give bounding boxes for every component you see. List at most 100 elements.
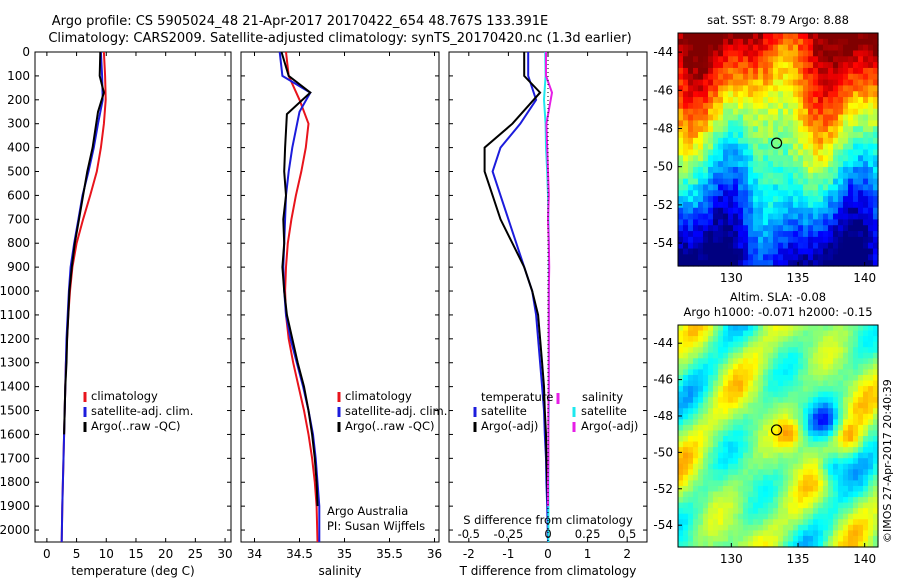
legend-title-salinity: salinity <box>582 390 623 404</box>
legend-label: Argo(..raw -QC) <box>91 419 181 433</box>
y-tick-label: 1200 <box>0 332 30 346</box>
x-tick-label: 35 <box>337 547 352 561</box>
map-x-tick-label: 135 <box>787 552 810 566</box>
credit-line-2: PI: Susan Wijffels <box>327 519 425 533</box>
y-tick-label: 1800 <box>0 475 30 489</box>
argo-position-marker <box>770 137 783 149</box>
x-tick-label: 36 <box>427 547 442 561</box>
x-tick-label: -1 <box>502 547 514 561</box>
sla-map: -44 -46 -48 -50 -52 -54 130 135 140 Altim. SLA: -… <box>653 290 894 566</box>
s-tick-label: 0 <box>544 527 551 541</box>
y-tick-label: 1000 <box>0 284 30 298</box>
x-tick-label: 1 <box>584 547 592 561</box>
map-frame <box>677 324 879 548</box>
series-line-magenta <box>545 52 554 507</box>
argo-position-marker <box>770 424 783 436</box>
difference-panel: -2 -1 0 1 2 T difference from climatology -0.5… <box>448 51 648 578</box>
y-tick-label: 300 <box>7 117 30 131</box>
map-y-tick-label: -44 <box>653 336 673 350</box>
y-tick-label: 500 <box>7 165 30 179</box>
y-tick-label: 800 <box>7 236 30 250</box>
y-tick-label: 2000 <box>0 523 30 537</box>
map-title: Argo h1000: -0.071 h2000: -0.15 <box>683 305 872 319</box>
x-axis-label: salinity <box>318 564 361 578</box>
x-tick-label: 0 <box>43 547 51 561</box>
map-y-tick-label: -50 <box>653 445 673 459</box>
y-tick-label: 1400 <box>0 380 30 394</box>
map-y-tick-label: -48 <box>653 121 673 135</box>
map-x-tick-label: 130 <box>720 552 743 566</box>
y-tick-label: 0 <box>22 45 30 59</box>
y-tick-label: 400 <box>7 141 30 155</box>
x-tick-label: 5 <box>73 547 81 561</box>
temperature-panel: 0100200300400500600700800900100011001200… <box>0 45 233 578</box>
map-y-tick-label: -52 <box>653 482 673 496</box>
credit-line-1: Argo Australia <box>327 504 408 518</box>
map-x-tick-label: 135 <box>787 271 810 285</box>
map-y-tick-label: -46 <box>653 83 673 97</box>
x-tick-label: -2 <box>463 547 475 561</box>
legend-label: Argo(..raw -QC) <box>345 419 435 433</box>
x-tick-label: 35.5 <box>376 547 403 561</box>
s-tick-label: 0.5 <box>618 527 636 541</box>
header-line-1: Argo profile: CS 5905024_48 21-Apr-2017 … <box>52 14 548 29</box>
series-line-black <box>63 51 105 435</box>
map-y-tick-label: -44 <box>653 45 673 59</box>
map-image <box>678 325 879 548</box>
map-title: Altim. SLA: -0.08 <box>730 290 826 304</box>
map-frame <box>677 32 879 267</box>
map-y-tick-label: -54 <box>653 236 673 250</box>
x-tick-label: 30 <box>217 547 232 561</box>
legend-label: Argo(-adj) <box>481 419 538 433</box>
legend-label: satellite <box>581 404 627 418</box>
x-axis-label: T difference from climatology <box>459 564 637 578</box>
map-y-tick-label: -52 <box>653 198 673 212</box>
s-tick-label: -0.5 <box>458 527 480 541</box>
legend-label: satellite <box>481 404 527 418</box>
legend-label: Argo(-adj) <box>581 419 638 433</box>
y-tick-label: 700 <box>7 212 30 226</box>
x-tick-label: 10 <box>99 547 114 561</box>
s-tick-label: 0.25 <box>575 527 601 541</box>
map-x-tick-label: 140 <box>853 271 876 285</box>
x-tick-label: 25 <box>188 547 203 561</box>
x-tick-label: 0 <box>544 547 552 561</box>
legend-label: satellite-adj. clim. <box>91 404 193 418</box>
header-line-2: Climatology: CARS2009. Satellite-adjuste… <box>48 31 631 46</box>
y-tick-label: 1700 <box>0 451 30 465</box>
x-tick-label: 20 <box>158 547 173 561</box>
axes-frame <box>34 51 232 543</box>
map-y-tick-label: -54 <box>653 518 673 532</box>
series-line-black <box>483 52 549 507</box>
map-y-tick-label: -48 <box>653 409 673 423</box>
map-image <box>678 33 879 267</box>
y-tick-label: 1300 <box>0 356 30 370</box>
map-y-tick-label: -46 <box>653 373 673 387</box>
legend-label: climatology <box>345 389 412 403</box>
x-tick-label: 34 <box>247 547 262 561</box>
y-tick-label: 1600 <box>0 427 30 441</box>
imos-timestamp: ©IMOS 27-Apr-2017 20:40:39 <box>881 379 894 543</box>
map-title: sat. SST: 8.79 Argo: 8.88 <box>707 13 849 27</box>
series-line-black <box>280 51 319 507</box>
map-x-tick-label: 130 <box>720 271 743 285</box>
x-tick-label: 2 <box>623 547 631 561</box>
map-x-tick-label: 140 <box>853 552 876 566</box>
series-line-red <box>284 51 319 543</box>
x-tick-label: 15 <box>128 547 143 561</box>
map-y-tick-label: -50 <box>653 160 673 174</box>
x-axis-label: temperature (deg C) <box>71 564 194 578</box>
s-tick-label: -0.25 <box>494 527 524 541</box>
y-tick-label: 600 <box>7 188 30 202</box>
y-tick-label: 100 <box>7 69 30 83</box>
y-tick-label: 900 <box>7 260 30 274</box>
x-tick-label: 34.5 <box>286 547 313 561</box>
y-tick-label: 1900 <box>0 499 30 513</box>
s-axis-title: S difference from climatology <box>463 513 633 527</box>
series-line-blue <box>491 52 549 543</box>
legend-label: satellite-adj. clim. <box>345 404 447 418</box>
y-tick-label: 1500 <box>0 404 30 418</box>
y-tick-label: 1100 <box>0 308 30 322</box>
y-tick-label: 200 <box>7 93 30 107</box>
